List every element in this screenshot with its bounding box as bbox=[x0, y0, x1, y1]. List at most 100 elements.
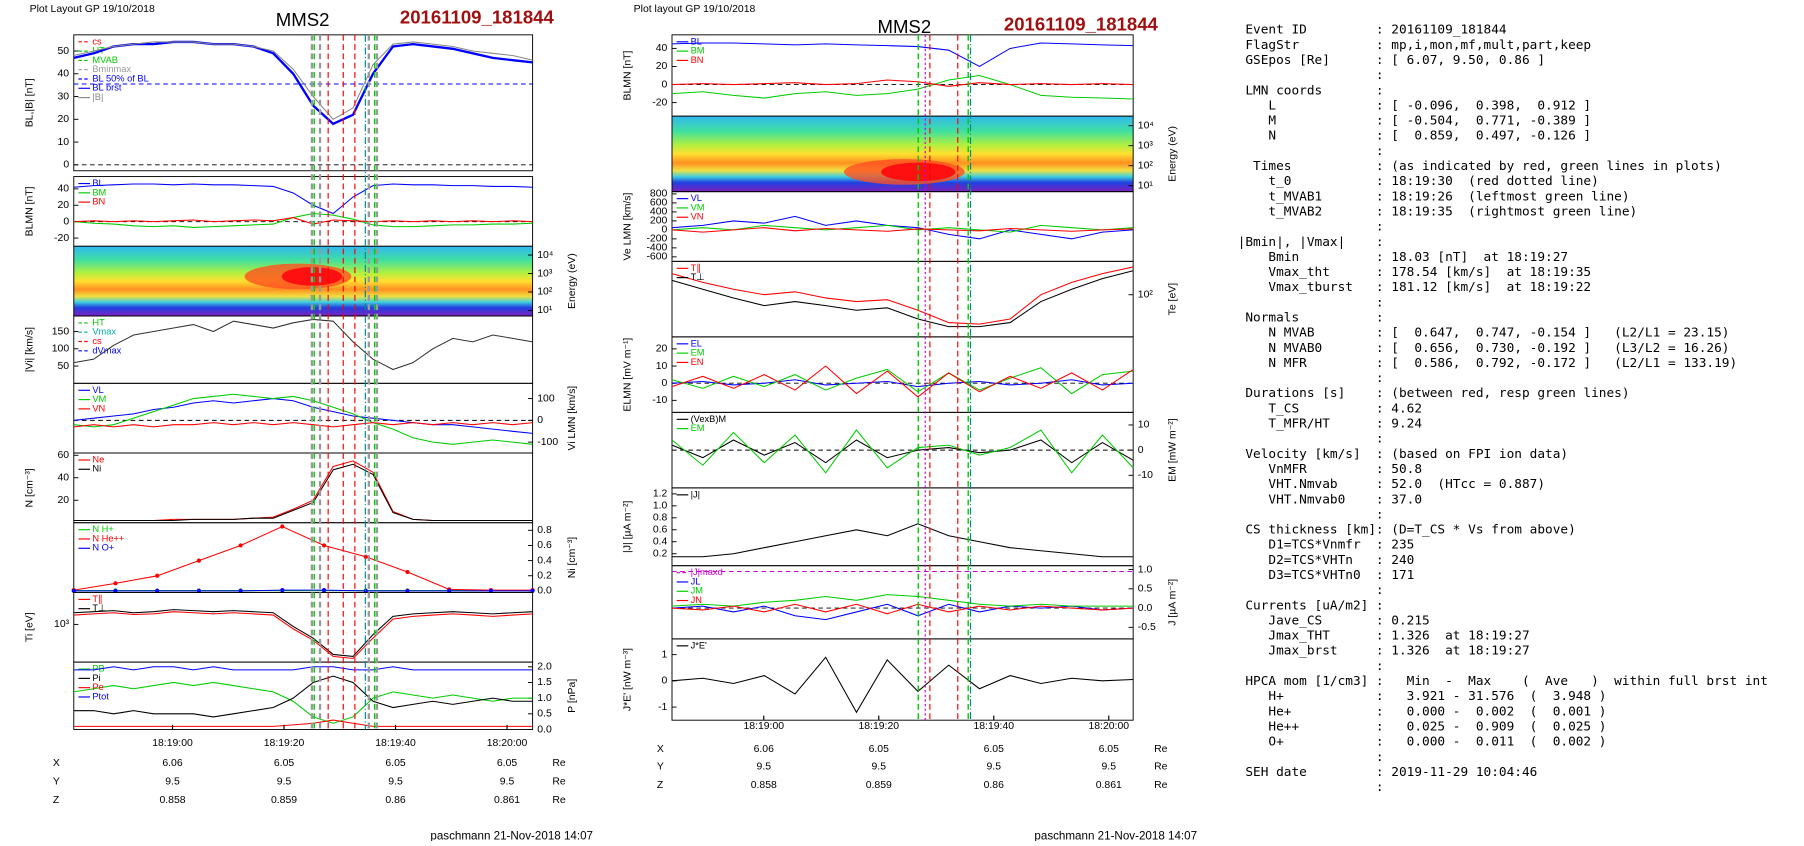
info-value: : 235 bbox=[1376, 538, 1414, 553]
y-axis-label: BLMN [nT] bbox=[623, 50, 634, 100]
y-tick-label: 1.0 bbox=[537, 693, 552, 704]
info-value: : (D=T_CS * Vs from above) bbox=[1376, 523, 1576, 538]
legend-entry: PB bbox=[92, 664, 104, 674]
y-tick-label: -0.5 bbox=[1138, 622, 1156, 633]
legend-entry: VM bbox=[92, 394, 106, 404]
coord-value: 9.5 bbox=[277, 777, 292, 788]
y-axis-label: |J| [µA m⁻²] bbox=[623, 501, 634, 553]
data-point bbox=[113, 581, 118, 586]
y-axis-label: BLMN [nT] bbox=[24, 186, 35, 236]
legend-entry: Vmax bbox=[92, 327, 116, 337]
coord-name: Z bbox=[53, 795, 60, 806]
coord-value: 9.5 bbox=[388, 777, 403, 788]
y-tick-label: 50 bbox=[58, 46, 70, 57]
coord-value: 0.861 bbox=[494, 795, 520, 806]
coord-value: 6.05 bbox=[497, 758, 518, 769]
legend-entry: VN bbox=[92, 403, 105, 413]
trace bbox=[671, 224, 1134, 233]
panel-frame bbox=[73, 452, 534, 524]
trace bbox=[671, 79, 1134, 87]
legend-entry: EM bbox=[691, 423, 705, 433]
y-tick-label: 10 bbox=[1138, 420, 1150, 431]
trace bbox=[671, 429, 1134, 474]
legend-entry: VL bbox=[92, 385, 103, 395]
info-key: Jmax_THT bbox=[1238, 629, 1331, 644]
y-tick-label: -10 bbox=[652, 395, 667, 406]
info-value: : (based on FPI ion data) bbox=[1376, 447, 1568, 462]
y-tick-label: 10 bbox=[58, 137, 70, 148]
y-tick-label: 100 bbox=[52, 344, 70, 355]
coord-name: X bbox=[53, 758, 60, 769]
coord-value: 6.06 bbox=[162, 758, 183, 769]
y-tick-label: 0.8 bbox=[537, 525, 552, 536]
event-id: 20161109_181844 bbox=[1004, 13, 1159, 34]
info-value: : (between red, resp green lines) bbox=[1376, 386, 1630, 401]
legend-entry: N H+ bbox=[92, 524, 113, 534]
info-key: H+ bbox=[1238, 689, 1284, 704]
info-value: : 0.000 - 0.002 ( 0.001 ) bbox=[1376, 704, 1607, 719]
info-value: : Min - Max ( Ave ) within full brst int bbox=[1376, 674, 1768, 689]
info-value: : 1.326 at 18:19:27 bbox=[1376, 644, 1530, 659]
info-value: : bbox=[1376, 598, 1384, 613]
info-key: VHT.Nmvab bbox=[1238, 477, 1338, 492]
y-axis-label: Ti [eV] bbox=[24, 612, 35, 642]
y-tick-label: 60 bbox=[58, 450, 70, 461]
trace bbox=[73, 675, 533, 718]
info-value: : [ -0.096, 0.398, 0.912 ] bbox=[1376, 98, 1591, 113]
info-key: VHT.Nmvab0 bbox=[1238, 492, 1346, 507]
y-axis-label: Te [eV] bbox=[1167, 283, 1178, 316]
x-tick-label: 18:19:20 bbox=[858, 721, 899, 732]
y-axis-label: Ve LMN [km/s] bbox=[623, 192, 634, 260]
legend-entry: |J| bbox=[691, 489, 700, 499]
plot-header: Plot layout GP 19/10/2018 bbox=[634, 4, 756, 15]
y-tick-label: 10¹ bbox=[537, 305, 553, 316]
trace bbox=[73, 525, 533, 591]
legend-entry: (VexB)M bbox=[691, 414, 727, 424]
legend-entry: Ptot bbox=[92, 691, 109, 701]
coord-value: 9.5 bbox=[165, 777, 180, 788]
y-tick-label: 0 bbox=[63, 160, 69, 171]
legend-entry: BN bbox=[691, 55, 704, 65]
panel-frame bbox=[73, 34, 534, 172]
plot-title: MMS2 bbox=[276, 9, 330, 30]
legend-entry: Pe bbox=[92, 682, 103, 692]
x-tick-label: 18:19:00 bbox=[743, 721, 784, 732]
y-tick-label: 0 bbox=[662, 79, 668, 90]
legend-entry: |J|maxd bbox=[691, 567, 723, 577]
info-value: : 20161109_181844 bbox=[1376, 23, 1507, 38]
legend-entry: T∥ bbox=[691, 263, 701, 273]
info-value: : bbox=[1376, 371, 1384, 386]
data-point bbox=[280, 524, 285, 529]
trace bbox=[671, 215, 1134, 240]
coord-value: 6.05 bbox=[869, 744, 890, 755]
panel-frame bbox=[671, 34, 1134, 117]
data-point bbox=[196, 558, 202, 563]
info-value: : 171 bbox=[1376, 568, 1414, 583]
coord-unit: Re bbox=[552, 758, 566, 769]
y-tick-label: 0.0 bbox=[1138, 603, 1153, 614]
legend-entry: Bminmax bbox=[92, 64, 131, 74]
legend-entry: cs bbox=[92, 336, 102, 346]
info-key: T_CS bbox=[1238, 401, 1300, 416]
y-tick-label: 200 bbox=[650, 216, 668, 227]
data-point bbox=[447, 588, 452, 593]
y-tick-label: 0.2 bbox=[653, 548, 668, 559]
info-value: : (as indicated by red, green lines in p… bbox=[1376, 159, 1722, 174]
y-tick-label: 10 bbox=[656, 361, 668, 372]
info-value: : bbox=[1376, 750, 1384, 765]
y-tick-label: 0 bbox=[662, 378, 668, 389]
coord-value: 6.05 bbox=[274, 758, 295, 769]
info-key: LMN coords bbox=[1238, 83, 1323, 98]
panel-frame bbox=[73, 176, 534, 247]
y-axis-label: J [µA m⁻²] bbox=[1167, 579, 1178, 626]
y-tick-label: 400 bbox=[650, 207, 668, 218]
y-tick-label: 0 bbox=[1138, 445, 1144, 456]
y-tick-label: 40 bbox=[58, 184, 70, 195]
panel-frame bbox=[73, 382, 534, 454]
info-value: : bbox=[1376, 144, 1384, 159]
x-tick-label: 18:19:40 bbox=[375, 738, 416, 749]
spectrogram-peak bbox=[881, 162, 956, 182]
info-value: : bbox=[1376, 780, 1384, 795]
y-tick-label: 20 bbox=[656, 344, 668, 355]
